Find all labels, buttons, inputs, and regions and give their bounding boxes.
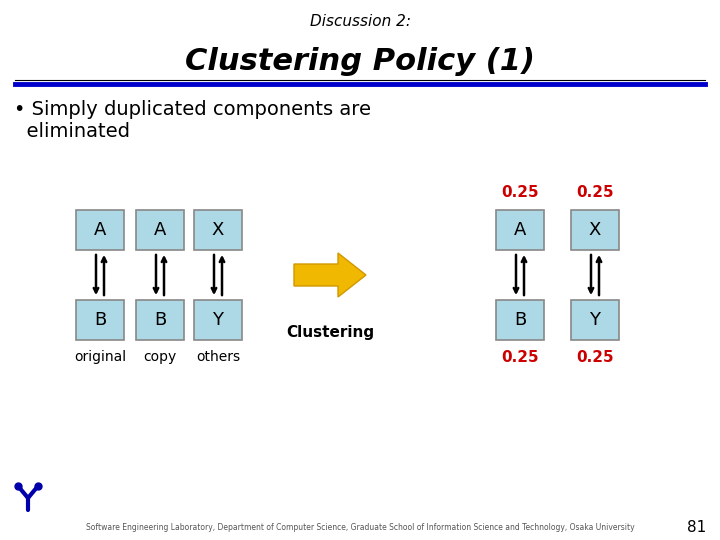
Text: A: A [154,221,166,239]
Text: copy: copy [143,350,176,364]
FancyBboxPatch shape [194,210,242,250]
Text: A: A [94,221,106,239]
Text: Discussion 2:: Discussion 2: [310,15,410,30]
Text: original: original [74,350,126,364]
Text: Software Engineering Laboratory, Department of Computer Science, Graduate School: Software Engineering Laboratory, Departm… [86,523,634,531]
FancyBboxPatch shape [496,210,544,250]
Text: 0.25: 0.25 [576,350,614,365]
Text: A: A [514,221,526,239]
Text: Y: Y [212,311,223,329]
Text: B: B [514,311,526,329]
Text: 81: 81 [687,519,706,535]
FancyBboxPatch shape [136,300,184,340]
FancyBboxPatch shape [76,300,124,340]
Text: 0.25: 0.25 [576,185,614,200]
Text: 0.25: 0.25 [501,185,539,200]
Polygon shape [294,253,366,297]
Text: B: B [94,311,106,329]
Text: B: B [154,311,166,329]
Text: X: X [212,221,224,239]
FancyBboxPatch shape [136,210,184,250]
Text: • Simply duplicated components are: • Simply duplicated components are [14,100,371,119]
FancyBboxPatch shape [496,300,544,340]
Text: Clustering: Clustering [286,325,374,340]
Text: Clustering Policy (1): Clustering Policy (1) [185,48,535,77]
FancyBboxPatch shape [194,300,242,340]
Text: eliminated: eliminated [14,122,130,141]
Text: 0.25: 0.25 [501,350,539,365]
Text: X: X [589,221,601,239]
FancyBboxPatch shape [571,210,619,250]
Text: others: others [196,350,240,364]
FancyBboxPatch shape [76,210,124,250]
Text: Y: Y [590,311,600,329]
FancyBboxPatch shape [571,300,619,340]
